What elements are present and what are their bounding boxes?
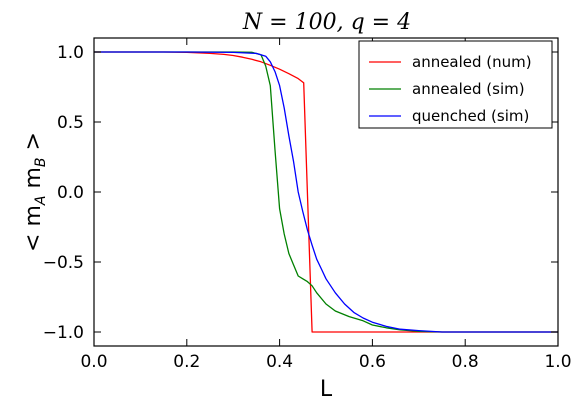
x-tick-label: 0.6: [359, 352, 386, 372]
x-axis-ticks: 0.0 0.2 0.4 0.6 0.8 1.0: [80, 38, 572, 372]
series-line-quenched-sim: [94, 51, 558, 333]
x-tick-label: 0.0: [80, 352, 107, 372]
y-axis-ticks: 1.0 0.5 0.0 −0.5 −1.0: [43, 43, 558, 343]
x-tick-label: 0.8: [452, 352, 479, 372]
legend-label: annealed (num): [412, 53, 532, 71]
y-tick-label: −0.5: [43, 253, 84, 273]
chart-title: N = 100, q = 4: [242, 10, 411, 35]
y-tick-label: 0.0: [57, 183, 84, 203]
x-tick-label: 1.0: [544, 352, 571, 372]
y-axis-label: < mA mB >: [21, 132, 49, 252]
y-tick-label: 0.5: [57, 113, 84, 133]
y-tick-label: 1.0: [57, 43, 84, 63]
x-tick-label: 0.2: [173, 352, 200, 372]
legend: annealed (num) annealed (sim) quenched (si…: [358, 40, 553, 129]
x-axis-label: L: [320, 377, 333, 402]
x-tick-label: 0.4: [266, 352, 293, 372]
legend-box: [358, 40, 553, 129]
series-layer: [94, 51, 558, 333]
svg-text:< mA mB >: < mA mB >: [21, 132, 49, 252]
legend-label: annealed (sim): [412, 80, 525, 98]
y-tick-label: −1.0: [43, 323, 84, 343]
legend-label: quenched (sim): [412, 107, 529, 125]
